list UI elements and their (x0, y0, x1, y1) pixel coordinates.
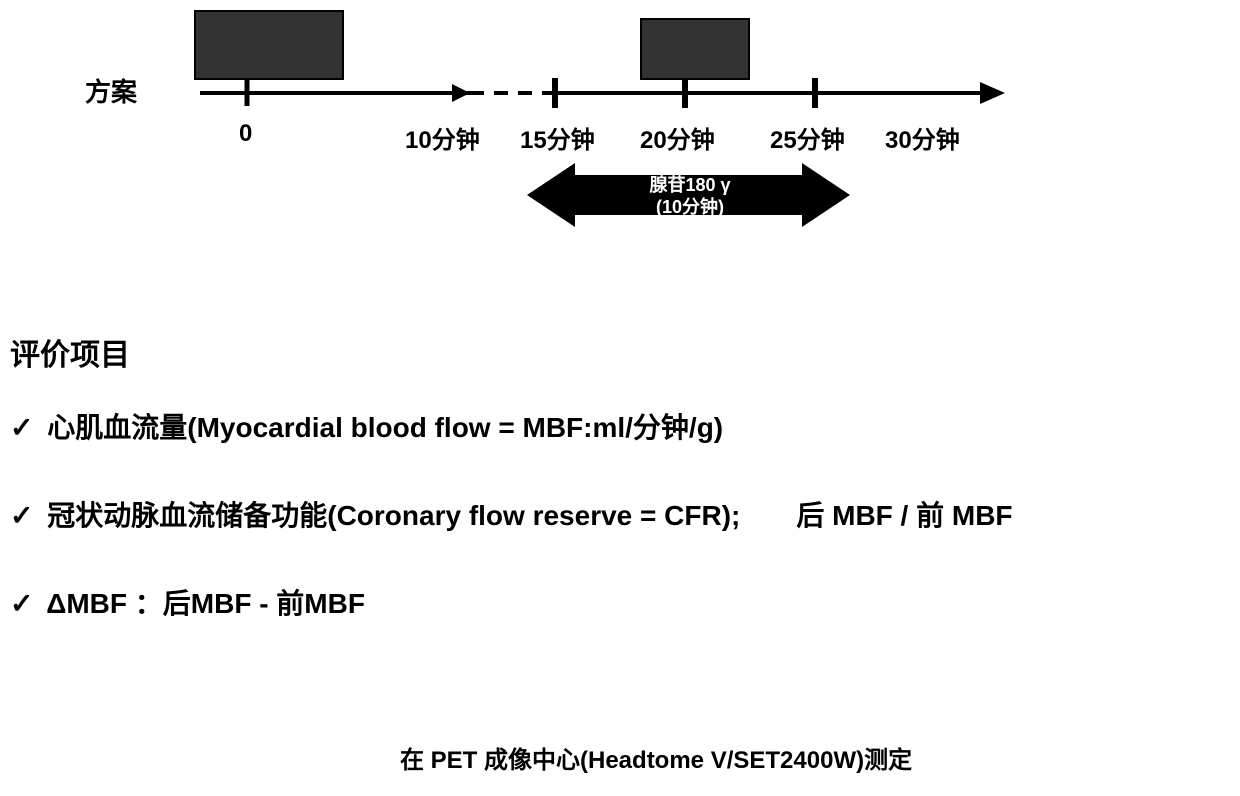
adenosine-line2: (10分钟) (656, 197, 724, 217)
check-icon: ✓ (10, 412, 33, 443)
eval-item-text: 冠状动脉血流储备功能(Coronary flow reserve = CFR);… (47, 500, 1012, 531)
eval-item-text: 心肌血流量(Myocardial blood flow = MBF:ml/分钟/… (47, 412, 723, 443)
check-icon: ✓ (10, 588, 33, 619)
evaluation-title: 评价项目 (10, 330, 1210, 374)
tick-label-0: 0 (239, 120, 252, 148)
tick-label-10: 10分钟 (405, 120, 480, 155)
check-icon: ✓ (10, 500, 33, 531)
tick-label-25: 25分钟 (770, 120, 845, 155)
timeline-diagram: 方案 0 10分钟 15分钟 20分钟 25分钟 30分钟 腺苷180 γ (1… (0, 0, 1240, 300)
timeline-svg (0, 0, 1240, 300)
tick-label-20: 20分钟 (640, 120, 715, 155)
eval-item-3: ✓ ΔMBF ：后MBF - 前MBF (10, 582, 1210, 622)
footer-note: 在 PET 成像中心(Headtome V/SET2400W)测定 (400, 740, 912, 775)
tick-label-30: 30分钟 (885, 120, 960, 155)
eval-item-text: ΔMBF ：后MBF - 前MBF (46, 588, 365, 619)
eval-item-2: ✓ 冠状动脉血流储备功能(Coronary flow reserve = CFR… (10, 494, 1210, 534)
adenosine-label: 腺苷180 γ (10分钟) (600, 175, 780, 218)
adenosine-line1: 腺苷180 γ (649, 175, 730, 195)
tick-label-15: 15分钟 (520, 120, 595, 155)
eval-item-1: ✓ 心肌血流量(Myocardial blood flow = MBF:ml/分… (10, 406, 1210, 446)
evaluation-section: 评价项目 ✓ 心肌血流量(Myocardial blood flow = MBF… (10, 330, 1210, 670)
